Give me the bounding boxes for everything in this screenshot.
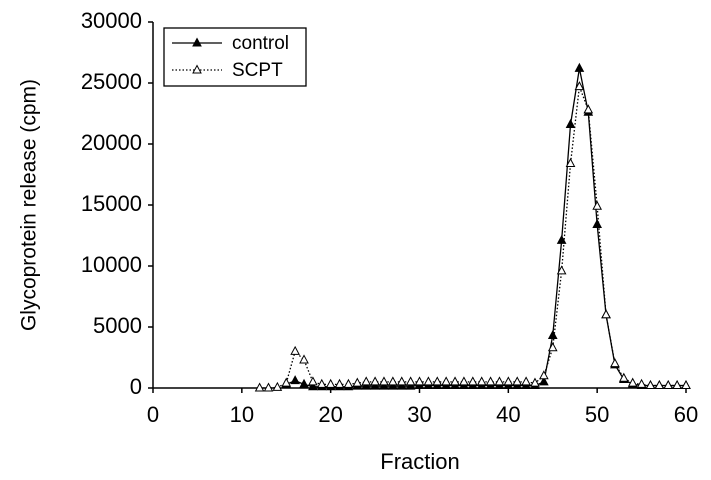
marker [645,379,656,390]
marker [556,234,567,244]
marker [521,376,531,386]
legend-marker [192,37,202,47]
marker [681,379,691,390]
marker [272,381,283,391]
y-tick-label: 0 [130,374,142,399]
legend-label: SCPT [232,60,283,81]
marker [290,345,300,355]
marker [299,354,309,364]
marker [308,381,318,391]
marker [530,377,540,387]
marker [592,218,603,229]
marker [379,376,389,386]
legend-label: control [232,33,289,54]
marker [574,62,585,72]
marker [565,118,576,128]
marker [361,380,372,390]
marker [539,376,549,386]
y-tick-label: 15000 [81,191,142,216]
marker [627,377,638,387]
y-axis-label: Glycoprotein release (cpm) [18,79,41,331]
marker [361,376,372,386]
marker [370,376,380,386]
marker [618,372,629,382]
marker [432,376,443,386]
x-tick-label: 50 [585,402,609,427]
y-tick-label: 30000 [81,8,142,33]
marker [343,378,354,388]
marker [494,376,505,386]
marker [583,104,594,114]
y-tick-label: 10000 [81,252,142,277]
marker [476,376,487,386]
y-tick-label: 25000 [81,69,142,94]
x-tick-label: 10 [230,402,254,427]
marker [565,157,576,168]
marker [423,376,434,386]
marker [556,265,567,275]
marker [281,377,292,387]
marker [379,380,389,390]
x-tick-label: 20 [318,402,342,427]
marker [414,376,425,386]
x-tick-label: 60 [674,402,698,427]
marker [459,376,469,386]
marker [450,376,460,386]
marker [405,380,416,390]
x-tick-label: 40 [496,402,520,427]
marker [467,376,478,386]
marker [370,380,380,390]
series-line [286,68,686,388]
marker [352,377,363,387]
marker [512,376,523,386]
marker [539,370,549,380]
marker [503,376,514,386]
marker [441,376,451,386]
legend-box [163,27,307,87]
marker [485,376,496,386]
marker [547,329,558,340]
x-tick-label: 30 [407,402,431,427]
marker [396,376,407,386]
series-line [259,86,686,389]
marker [405,376,416,386]
marker [610,358,620,368]
marker [325,378,336,388]
marker [672,379,682,390]
marker [663,379,674,390]
marker [636,378,647,388]
x-axis-label: Fraction [380,449,459,474]
marker [334,378,345,388]
marker [574,81,585,91]
marker [388,380,398,390]
marker [308,376,318,386]
marker [254,382,265,392]
marker [592,200,603,210]
marker [547,342,558,352]
marker [263,382,274,392]
y-tick-label: 5000 [93,313,142,338]
marker [654,379,665,390]
x-tick-label: 0 [147,402,159,427]
marker [299,378,309,388]
marker [601,309,611,319]
marker [290,375,300,385]
marker [396,380,407,390]
marker [388,376,398,386]
marker [316,378,327,388]
legend-marker [192,64,202,74]
y-tick-label: 20000 [81,130,142,155]
